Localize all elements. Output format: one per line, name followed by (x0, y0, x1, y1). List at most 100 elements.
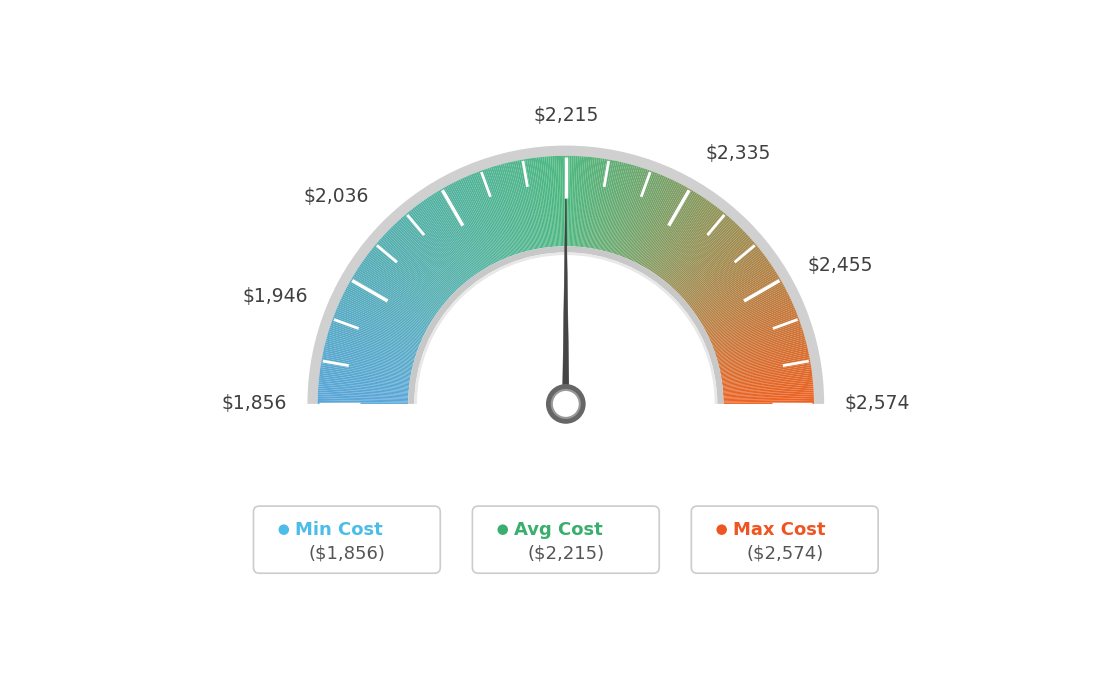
Wedge shape (560, 156, 563, 246)
Text: $2,335: $2,335 (705, 144, 771, 163)
Wedge shape (510, 161, 531, 250)
Wedge shape (331, 320, 417, 352)
Wedge shape (718, 335, 805, 361)
Wedge shape (723, 386, 814, 394)
Wedge shape (577, 157, 585, 247)
Wedge shape (342, 295, 424, 335)
Wedge shape (478, 171, 511, 257)
Wedge shape (403, 215, 464, 285)
Wedge shape (368, 253, 440, 309)
Wedge shape (714, 322, 800, 353)
Wedge shape (723, 388, 814, 395)
Wedge shape (352, 276, 431, 324)
Wedge shape (645, 189, 692, 268)
Wedge shape (697, 266, 773, 317)
Wedge shape (637, 183, 680, 264)
Wedge shape (319, 381, 408, 391)
Wedge shape (640, 186, 686, 266)
Wedge shape (694, 262, 769, 314)
Wedge shape (692, 257, 766, 311)
Wedge shape (318, 392, 408, 397)
Wedge shape (634, 180, 675, 262)
Wedge shape (373, 246, 444, 304)
Wedge shape (723, 382, 814, 391)
Wedge shape (720, 352, 809, 372)
Wedge shape (682, 237, 751, 299)
Wedge shape (703, 281, 783, 327)
Wedge shape (719, 344, 807, 367)
Wedge shape (656, 200, 709, 275)
Wedge shape (359, 266, 435, 317)
Wedge shape (481, 170, 513, 255)
Wedge shape (445, 186, 490, 266)
Wedge shape (631, 179, 671, 262)
Wedge shape (411, 209, 468, 281)
Wedge shape (497, 165, 523, 253)
Wedge shape (709, 298, 792, 338)
Wedge shape (677, 227, 741, 293)
Wedge shape (723, 381, 813, 391)
Wedge shape (508, 162, 530, 250)
Wedge shape (713, 316, 798, 349)
Wedge shape (415, 206, 471, 279)
Wedge shape (486, 168, 516, 255)
Wedge shape (328, 333, 415, 360)
Wedge shape (360, 264, 435, 316)
Wedge shape (666, 212, 724, 282)
Wedge shape (371, 249, 443, 306)
Wedge shape (679, 231, 745, 295)
Wedge shape (318, 391, 408, 397)
Wedge shape (523, 159, 540, 248)
Wedge shape (432, 195, 481, 271)
Wedge shape (527, 159, 542, 248)
Circle shape (546, 384, 585, 424)
Wedge shape (418, 203, 474, 277)
Wedge shape (721, 359, 810, 377)
Wedge shape (358, 268, 434, 318)
Wedge shape (353, 274, 432, 323)
Wedge shape (705, 288, 786, 331)
Wedge shape (590, 159, 605, 248)
Wedge shape (597, 161, 618, 250)
Wedge shape (336, 309, 421, 345)
Wedge shape (343, 291, 425, 333)
Wedge shape (502, 164, 527, 252)
Wedge shape (696, 263, 771, 315)
Wedge shape (554, 156, 560, 246)
Wedge shape (382, 235, 450, 298)
Wedge shape (702, 279, 782, 326)
Wedge shape (380, 238, 448, 299)
Wedge shape (723, 394, 814, 399)
Wedge shape (612, 167, 640, 254)
Wedge shape (550, 156, 558, 246)
Wedge shape (644, 188, 690, 268)
Wedge shape (622, 172, 656, 257)
Wedge shape (322, 353, 412, 373)
Wedge shape (578, 157, 587, 247)
Wedge shape (722, 371, 811, 384)
Wedge shape (716, 329, 803, 357)
Wedge shape (448, 185, 492, 265)
Wedge shape (318, 400, 408, 403)
Wedge shape (498, 165, 524, 253)
Wedge shape (658, 202, 712, 277)
Wedge shape (361, 263, 436, 315)
Wedge shape (692, 255, 765, 310)
Wedge shape (619, 170, 651, 256)
Wedge shape (604, 163, 627, 251)
Wedge shape (562, 156, 564, 246)
Wedge shape (677, 228, 743, 293)
Wedge shape (602, 162, 624, 250)
Wedge shape (719, 342, 807, 366)
Wedge shape (694, 259, 768, 313)
Wedge shape (708, 297, 790, 337)
Wedge shape (489, 168, 518, 254)
Polygon shape (307, 404, 825, 419)
Wedge shape (370, 250, 442, 307)
Wedge shape (712, 313, 797, 347)
Wedge shape (673, 223, 737, 290)
Wedge shape (713, 315, 798, 348)
Wedge shape (529, 158, 543, 248)
Wedge shape (347, 286, 427, 330)
Wedge shape (570, 156, 574, 246)
